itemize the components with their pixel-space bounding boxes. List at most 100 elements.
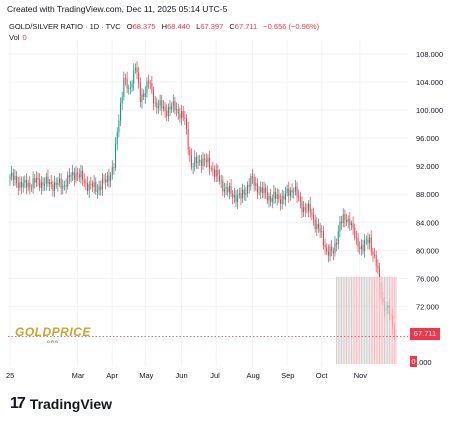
candle-body: [301, 202, 303, 213]
candle-body: [9, 176, 11, 179]
candle-body: [342, 214, 344, 224]
volume-bar: [367, 277, 369, 364]
high-label: H: [161, 22, 168, 31]
candle-body: [367, 239, 369, 244]
candle-body: [309, 203, 311, 213]
candle-body: [40, 182, 42, 188]
candle-body: [98, 186, 100, 191]
candle-body: [101, 179, 103, 190]
candle-body: [134, 67, 136, 71]
volume-bar: [390, 277, 392, 364]
candle-body: [352, 223, 354, 228]
candle-body: [39, 179, 41, 188]
candle-body: [306, 210, 308, 211]
candle-body: [93, 181, 95, 187]
candle-body: [364, 240, 366, 251]
candle-body: [17, 182, 19, 189]
candle-body: [118, 120, 120, 133]
volume-legend: Vol 0: [9, 33, 27, 42]
candle-body: [162, 106, 164, 109]
candle-body: [270, 195, 272, 203]
symbol-label[interactable]: GOLD/SILVER RATIO · 1D · TVC: [9, 22, 121, 31]
candle-body: [222, 180, 224, 192]
candle-body: [204, 158, 206, 161]
watermark-text: GOLDPRICE: [15, 325, 91, 339]
candle-body: [247, 185, 249, 194]
candle-body: [151, 82, 153, 91]
candle-body: [139, 83, 141, 103]
tradingview-brand: TradingView: [29, 396, 113, 412]
candle-body: [238, 193, 240, 196]
candle-body: [37, 177, 39, 180]
x-tick-label: Apr: [106, 371, 118, 380]
candle-body: [44, 183, 46, 186]
candle-body: [293, 191, 295, 193]
candle-body: [164, 106, 166, 112]
candle-body: [266, 192, 268, 201]
volume-bar: [395, 277, 397, 364]
candle-body: [124, 78, 126, 79]
tradingview-footer[interactable]: 17 TradingView: [10, 395, 112, 413]
x-tick-label: Jun: [176, 371, 188, 380]
candle-body: [276, 194, 278, 199]
candle-body: [42, 182, 44, 186]
candle-body: [12, 172, 14, 180]
candle-body: [223, 189, 225, 192]
volume-value: 0: [22, 33, 27, 42]
candle-body: [19, 182, 21, 189]
candle-body: [123, 78, 125, 98]
candle-body: [332, 251, 334, 254]
candle-body: [344, 214, 346, 221]
candle-body: [197, 161, 199, 164]
candle-body: [106, 175, 108, 183]
y-tick-label: 72.000: [416, 302, 439, 311]
candle-body: [230, 185, 232, 194]
y-tick-label: 108.000: [416, 50, 443, 59]
candle-body: [181, 110, 183, 119]
candle-body: [192, 166, 194, 168]
candle-body: [215, 169, 217, 177]
candle-body: [75, 172, 77, 180]
candle-body: [73, 171, 75, 180]
x-tick-label: Jul: [210, 371, 220, 380]
tradingview-logo-icon: 17: [10, 395, 26, 412]
candle-body: [374, 254, 376, 256]
candle-body: [220, 180, 222, 182]
candle-body: [331, 246, 333, 252]
candle-body: [187, 128, 189, 150]
candle-body: [100, 186, 102, 190]
candle-body: [128, 87, 130, 89]
low-label: L: [196, 22, 201, 31]
candle-body: [174, 101, 176, 111]
candle-body: [190, 155, 192, 168]
candle-body: [324, 245, 326, 248]
volume-axis-tag: 0: [410, 356, 417, 367]
volume-bar: [375, 277, 377, 364]
candle-body: [341, 221, 343, 224]
volume-bar: [393, 277, 395, 364]
candle-body: [29, 182, 31, 188]
volume-bar: [354, 277, 356, 364]
candle-body: [261, 187, 263, 193]
candle-body: [14, 176, 16, 180]
candle-body: [149, 82, 151, 84]
candle-body: [311, 212, 313, 215]
candle-body: [55, 182, 57, 185]
volume-bar: [355, 277, 357, 364]
volume-bar: [382, 277, 384, 364]
y-axis: 108.000 104.000 100.000 96.000 92.000 88.000 8…: [416, 50, 443, 311]
candle-body: [176, 109, 178, 111]
candle-body: [294, 186, 296, 192]
candle-body: [63, 185, 65, 187]
candle-body: [319, 228, 321, 232]
volume-bar: [342, 277, 344, 364]
candle-body: [313, 214, 315, 220]
candle-body: [60, 178, 62, 189]
y-tick-label: 96.000: [416, 134, 439, 143]
candle-body: [54, 182, 56, 191]
candle-body: [85, 182, 87, 184]
volume-bar: [380, 277, 382, 364]
volume-bar: [379, 277, 381, 364]
y-tick-label: 84.000: [416, 218, 439, 227]
